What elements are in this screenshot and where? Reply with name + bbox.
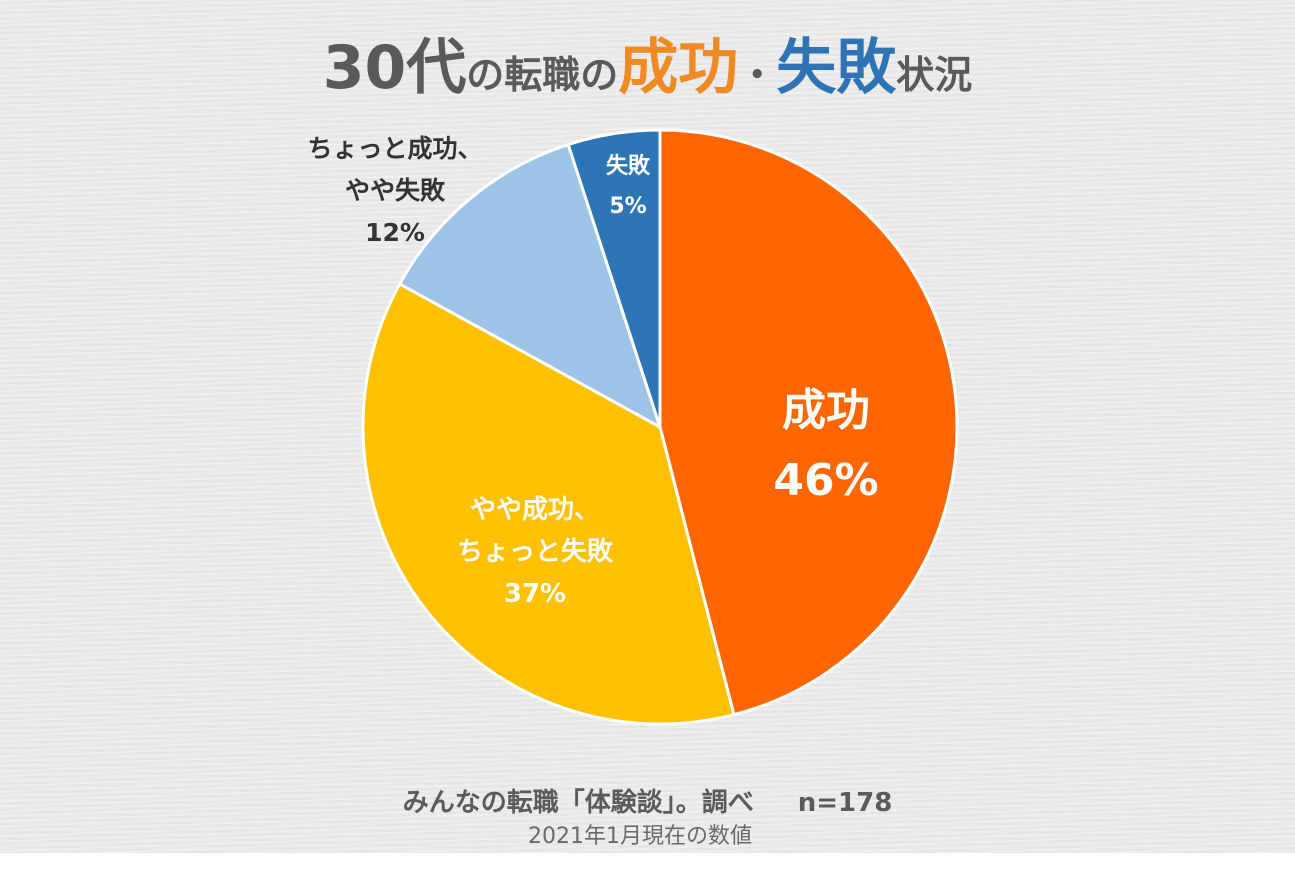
slice-label-1: 成功 46% xyxy=(773,385,878,506)
slice-label-4-line-1: 失敗 xyxy=(606,154,651,179)
title-failure: 失敗 xyxy=(776,33,897,103)
slice-label-2-line-3: 37% xyxy=(504,579,566,609)
date-note: 2021年1月現在の数値 xyxy=(528,824,752,849)
title-success: 成功 xyxy=(618,33,739,103)
pie-slices xyxy=(361,128,959,726)
slice-label-3-line-2: やや失敗 xyxy=(345,176,446,205)
slice-label-3: ちょっと成功、やや失敗 12% xyxy=(307,134,482,247)
slice-label-3-line-1: ちょっと成功、 xyxy=(307,134,482,163)
slice-label-3-line-3: 12% xyxy=(365,218,425,247)
title-separator: ・ xyxy=(738,53,777,97)
slice-label-4-line-2: 5% xyxy=(609,194,646,219)
title-part1: の転職の xyxy=(466,53,619,97)
title-prefix: 30代 xyxy=(322,33,467,103)
source-text: みんなの転職「体験談」。調べ xyxy=(402,788,754,818)
slice-label-1-line-1: 成功 xyxy=(782,385,870,436)
slice-label-2-line-1: やや成功、 xyxy=(470,495,600,525)
pie-slice-3 xyxy=(398,143,662,429)
pie-slice-2 xyxy=(361,282,736,726)
pie-slice-1 xyxy=(658,128,959,717)
slice-label-4: 失敗 5% xyxy=(606,154,651,219)
slice-label-2: やや成功、ちょっと失敗 37% xyxy=(457,495,614,609)
sample-size: n=178 xyxy=(797,788,893,818)
title-suffix: 状況 xyxy=(896,53,973,97)
pie-slice-4 xyxy=(566,128,662,429)
slice-label-2-line-2: ちょっと失敗 xyxy=(457,536,614,567)
pie-chart: 成功 46% やや成功、ちょっと失敗 37% ちょっと成功、やや失敗 12% 失敗 5% xyxy=(307,128,959,726)
source-line: みんなの転職「体験談」。調べ n=178 xyxy=(0,782,1295,819)
pie-labels: 成功 46% やや成功、ちょっと失敗 37% ちょっと成功、やや失敗 12% 失敗 5% xyxy=(307,134,878,609)
chart-title: 30代の転職の成功・失敗状況 xyxy=(0,28,1295,123)
slice-label-1-line-2: 46% xyxy=(773,455,878,506)
